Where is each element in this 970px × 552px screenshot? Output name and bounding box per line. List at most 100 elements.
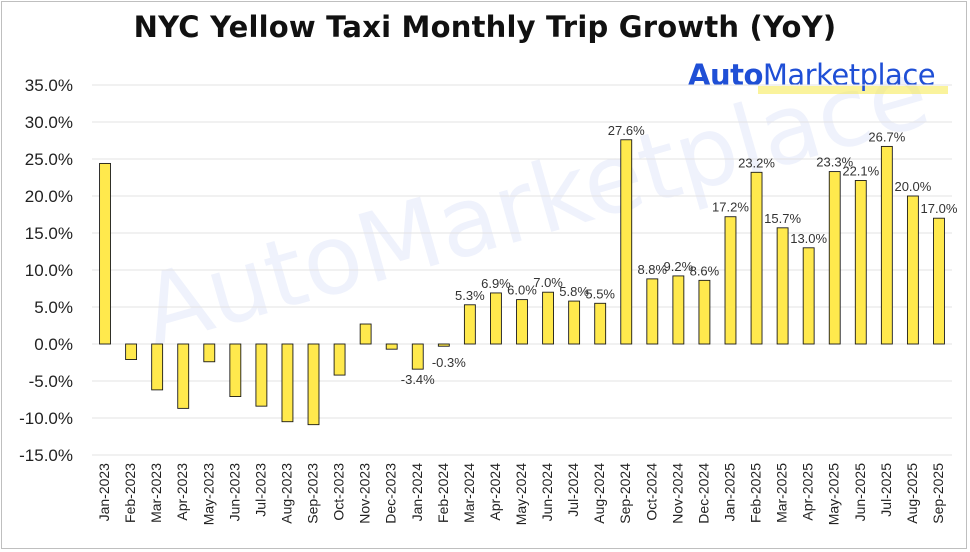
x-tick-label: Nov-2024 — [669, 463, 685, 524]
bar — [385, 343, 398, 350]
x-tick-label: Jan-2025 — [721, 463, 737, 522]
data-label: 13.0% — [790, 231, 827, 246]
x-tick-label: Sep-2024 — [617, 463, 633, 524]
data-label: 8.6% — [690, 263, 720, 278]
bar — [437, 343, 450, 347]
x-tick-label: Oct-2024 — [643, 463, 659, 521]
data-label: 26.7% — [868, 129, 905, 144]
y-tick-label: 20.0% — [25, 187, 73, 206]
x-tick-label: May-2025 — [826, 463, 842, 525]
bar — [854, 180, 867, 345]
x-tick-label: Jan-2024 — [409, 463, 425, 522]
brand-underline — [758, 86, 948, 94]
bar — [933, 217, 945, 345]
x-tick-label: Sep-2025 — [930, 463, 946, 524]
x-tick-label: Sep-2023 — [305, 463, 321, 524]
data-label: -0.3% — [432, 355, 466, 370]
brand-logo-part2: Marketplace — [762, 58, 936, 92]
bar — [255, 343, 268, 407]
brand-logo-part1: Auto — [688, 58, 763, 92]
data-label: 5.5% — [585, 286, 615, 301]
x-tick-label: Aug-2023 — [278, 463, 294, 524]
x-tick-label: Jun-2025 — [852, 463, 868, 522]
x-tick-label: Nov-2023 — [357, 463, 373, 524]
x-tick-label: Dec-2024 — [695, 463, 711, 524]
bar — [281, 343, 294, 423]
bar — [880, 145, 893, 345]
bar — [568, 300, 581, 345]
y-tick-label: -15.0% — [19, 446, 73, 465]
data-label: 5.8% — [559, 284, 589, 299]
bar — [802, 247, 815, 345]
x-tick-label: May-2023 — [200, 463, 216, 525]
data-label: 22.1% — [842, 163, 879, 178]
x-tick-label: Apr-2023 — [174, 463, 190, 521]
y-tick-label: 0.0% — [34, 335, 73, 354]
bar — [463, 304, 476, 345]
x-tick-label: Feb-2023 — [122, 463, 138, 523]
x-tick-label: Jun-2023 — [226, 463, 242, 522]
bar — [646, 278, 659, 345]
x-tick-label: Feb-2024 — [435, 463, 451, 523]
x-tick-label: Apr-2025 — [800, 463, 816, 521]
data-label: 9.2% — [664, 259, 694, 274]
data-label: 7.0% — [533, 275, 563, 290]
y-tick-label: 25.0% — [25, 150, 73, 169]
bar — [776, 227, 789, 345]
bar — [750, 171, 763, 345]
x-tick-label: Dec-2023 — [383, 463, 399, 524]
x-tick-label: Mar-2024 — [461, 463, 477, 523]
y-tick-label: 30.0% — [25, 113, 73, 132]
data-label: 23.2% — [738, 155, 775, 170]
x-tick-label: Oct-2023 — [331, 463, 347, 521]
data-label: 20.0% — [894, 179, 931, 194]
data-label: 27.6% — [608, 123, 645, 138]
bar — [229, 343, 242, 397]
data-label: 6.0% — [507, 283, 537, 298]
bar — [906, 195, 919, 345]
bar — [203, 343, 216, 363]
x-tick-label: Jul-2025 — [878, 463, 894, 517]
y-tick-label: 5.0% — [34, 298, 73, 317]
x-tick-label: Jan-2023 — [96, 463, 112, 522]
data-label: 23.3% — [816, 155, 853, 170]
x-tick-label: Jul-2024 — [565, 463, 581, 517]
y-tick-label: -5.0% — [29, 372, 73, 391]
bar — [672, 275, 685, 345]
y-tick-label: 15.0% — [25, 224, 73, 243]
x-tick-label: May-2024 — [513, 463, 529, 525]
x-tick-label: Jul-2023 — [252, 463, 268, 517]
data-label: 17.2% — [712, 200, 749, 215]
data-label: 15.7% — [764, 211, 801, 226]
x-tick-label: Aug-2025 — [904, 463, 920, 524]
x-tick-label: Aug-2024 — [591, 463, 607, 524]
bar — [307, 343, 320, 426]
bar — [698, 279, 711, 345]
bar — [125, 343, 138, 360]
bar — [359, 323, 372, 345]
bar — [620, 139, 633, 345]
bar — [724, 216, 737, 345]
bar — [333, 343, 346, 376]
bar — [177, 343, 190, 409]
x-tick-label: Apr-2024 — [487, 463, 503, 521]
y-tick-label: 35.0% — [25, 76, 73, 95]
y-tick-label: -10.0% — [19, 409, 73, 428]
data-label: 6.9% — [481, 276, 511, 291]
data-label: 17.0% — [921, 201, 958, 216]
data-label: 5.3% — [455, 288, 485, 303]
bar — [411, 343, 424, 370]
bar — [828, 171, 841, 345]
data-label: -3.4% — [401, 372, 435, 387]
bar — [490, 292, 502, 345]
brand-logo: AutoMarketplace — [688, 58, 936, 92]
x-tick-label: Mar-2023 — [148, 463, 164, 523]
bar — [594, 302, 607, 345]
x-tick-label: Feb-2025 — [748, 463, 764, 523]
x-tick-label: Mar-2025 — [774, 463, 790, 523]
bar — [151, 343, 164, 391]
x-tick-label: Jun-2024 — [539, 463, 555, 522]
bar — [99, 162, 111, 345]
y-tick-label: 10.0% — [25, 261, 73, 280]
